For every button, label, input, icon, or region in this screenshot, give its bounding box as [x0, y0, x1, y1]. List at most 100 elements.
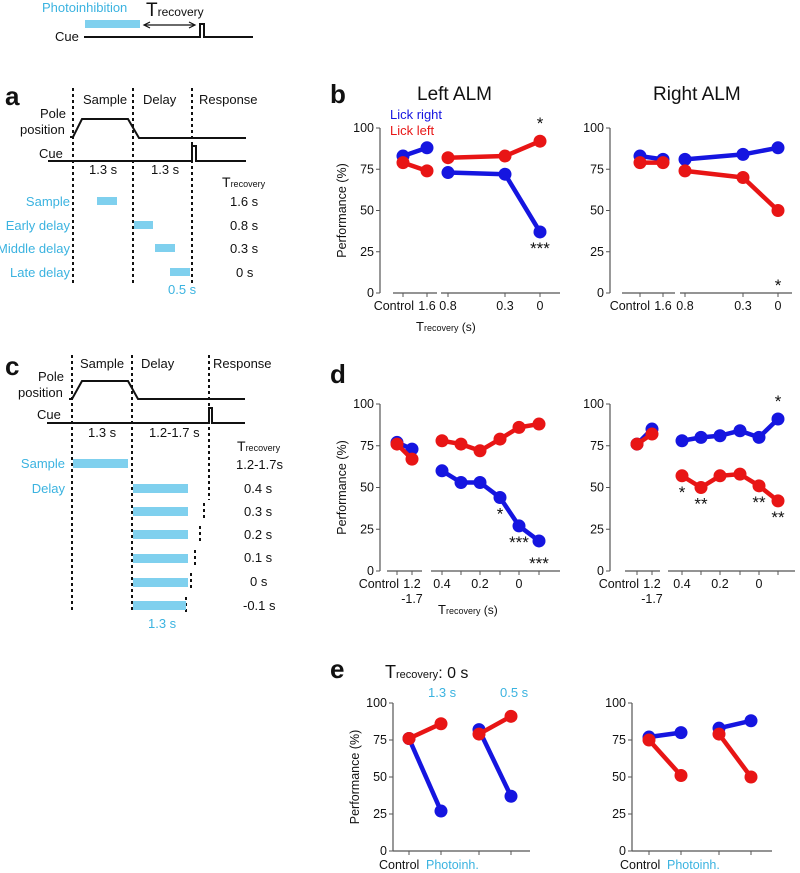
data-point-lick-right [434, 804, 448, 818]
trecovery-value: 0.8 s [230, 218, 259, 233]
x-tick-label: 0.4 [433, 577, 450, 591]
significance-marker: * [775, 276, 782, 295]
series-line-lick-right [476, 728, 514, 798]
epoch-delay-label: Delay [143, 92, 177, 107]
data-point-lick-right [405, 442, 419, 456]
x-tick-label: -1.7 [641, 592, 663, 606]
data-point-lick-left [771, 204, 785, 217]
x-tick-label: 1.2 [643, 577, 660, 591]
epoch-response-label: Response [199, 92, 258, 107]
data-point-lick-left [454, 437, 468, 451]
data-point-lick-left [678, 164, 692, 178]
data-point-lick-left [472, 727, 486, 741]
chart-e-4: 0 25 50 75 100 Performance (%) [348, 696, 530, 858]
arrowheads [142, 21, 197, 29]
significance-marker: ** [771, 508, 785, 527]
y-tick-label: 0 [597, 564, 604, 578]
significance-marker: ** [694, 495, 708, 514]
pole-position-trace [69, 380, 245, 400]
y-tick-label: 0 [619, 844, 626, 858]
panel-letter-c: c [5, 351, 19, 381]
y-tick-label: 50 [612, 770, 626, 784]
photoinhibition-bar [133, 578, 188, 587]
bar-duration: 0.5 s [168, 282, 197, 297]
panel-a: a Sample Delay Response Pole position Cu… [0, 81, 266, 297]
chart-e-5: 0 25 50 75 100 [605, 696, 772, 858]
x-tick-label: 0.4 [673, 577, 690, 591]
epoch-sample-label: Sample [83, 92, 127, 107]
x-tick-label: 0 [516, 577, 523, 591]
panel-letter-d: d [330, 359, 346, 389]
data-point-lick-right [533, 225, 547, 239]
legend-lick-left: Lick left [390, 123, 434, 138]
epoch-sample-label: Sample [80, 356, 124, 371]
data-point-lick-right [454, 475, 468, 489]
x-tick-label: 1.2 [403, 577, 420, 591]
y-tick-label: 100 [353, 397, 374, 411]
chart-title-left-alm: Left ALM [417, 84, 492, 105]
trecovery-header: Trecovery [237, 438, 281, 454]
data-point-lick-left [674, 769, 688, 783]
trecovery-value: 0.3 s [244, 504, 273, 519]
photoinhibition-bar [155, 244, 175, 252]
photoinhibition-bar [170, 268, 190, 276]
cue-label: Cue [55, 29, 79, 44]
y-tick-label: 100 [605, 696, 626, 710]
row-label: Late delay [10, 265, 70, 280]
x-tick-label: 0.3 [496, 299, 513, 313]
series-line-lick-left [717, 732, 753, 779]
x-label-control: Control [620, 858, 660, 872]
x-tick-label: 1.6 [654, 299, 671, 313]
photoinhibition-bar [133, 530, 188, 539]
panel-letter-b: b [330, 79, 346, 109]
photoinhibition-label: Photoinhibition [42, 0, 127, 15]
y-tick-label: 100 [366, 696, 387, 710]
y-tick-label: 50 [590, 204, 604, 218]
data-point-lick-right [744, 714, 758, 728]
chart-b-0: 0 25 50 75 100 Performance (%) Control 1.6 0.8 0.… [335, 114, 560, 313]
series-line-lick-left [447, 139, 541, 160]
y-axis-label: Performance (%) [335, 440, 349, 534]
x-label-photoinh: Photoinh. [426, 858, 479, 872]
trecovery-value: 1.2-1.7s [236, 457, 283, 472]
photoinhibition-bar [73, 459, 128, 468]
trecovery-value: 1.6 s [230, 194, 259, 209]
delay-duration: 1.3 s [151, 162, 180, 177]
series-line-lick-right [447, 170, 542, 234]
data-point-lick-left [733, 467, 747, 481]
data-point-lick-left [736, 171, 750, 184]
cue-trace [84, 23, 253, 38]
x-label-control: Control [379, 858, 419, 872]
data-point-lick-right [512, 519, 526, 533]
data-point-lick-right [713, 429, 727, 443]
data-point-lick-right [771, 412, 785, 426]
data-point-lick-left [473, 444, 487, 458]
chart-d-2: 0 25 50 75 100 Performance (%) Control 1.2-1.7 0… [335, 397, 560, 606]
data-point-lick-right [435, 464, 449, 478]
y-tick-label: 25 [360, 245, 374, 259]
xlabel-trecovery: Trecovery (s) [438, 602, 498, 617]
chart-b-1: 0 25 50 75 100 Control 1.6 0.8 0.3 0 * [583, 121, 792, 313]
data-point-lick-right [498, 167, 512, 181]
data-point-lick-right [532, 534, 546, 548]
data-point-lick-left [771, 494, 785, 508]
data-point-lick-left [512, 420, 526, 434]
y-tick-label: 75 [590, 162, 604, 176]
significance-marker: * [775, 392, 782, 411]
data-point-lick-left [390, 437, 404, 451]
series-line-lick-left [647, 738, 683, 778]
sample-duration: 1.3 s [88, 425, 117, 440]
y-tick-label: 50 [590, 481, 604, 495]
row-label: Early delay [6, 218, 71, 233]
data-point-lick-left [713, 469, 727, 483]
significance-marker: *** [529, 554, 549, 573]
y-tick-label: 25 [360, 522, 374, 536]
x-tick-label: 0 [756, 577, 763, 591]
y-tick-label: 0 [597, 286, 604, 300]
panel-letter-e: e [330, 654, 344, 684]
data-point-lick-left [752, 479, 766, 493]
data-point-lick-left [441, 151, 455, 165]
data-point-lick-left [642, 733, 656, 747]
data-point-lick-left [630, 437, 644, 451]
